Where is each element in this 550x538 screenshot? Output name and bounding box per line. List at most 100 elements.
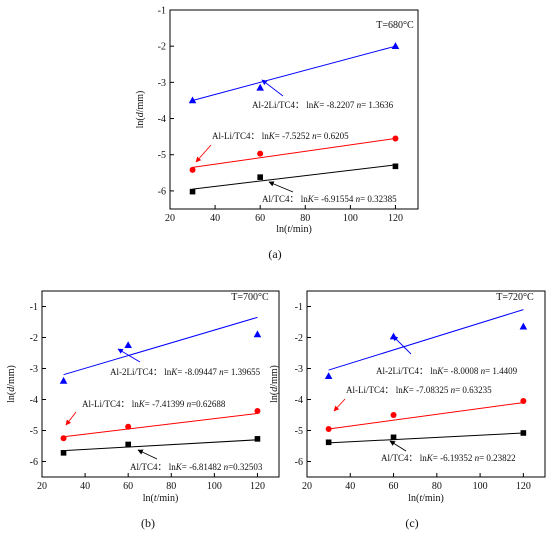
x-tick-label: 120 [388,213,403,224]
annotation-part: = 0.63235 [455,385,492,395]
axis-label-var: t [154,493,157,504]
annotation-arrow [195,144,212,163]
annotation-arrow [261,79,284,97]
axis-label-var: d [6,386,17,392]
axis-label-part: /min) [422,493,444,504]
y-tick-label: -5 [295,426,303,437]
series-0: Al-2Li/TC4： lnK= -8.0008 n= 1.4409 [324,309,528,380]
series-0: Al-2Li/TC4： lnK= -8.2207 n= 1.3636 [188,42,400,110]
x-tick-label: 120 [250,481,265,492]
x-tick-label: 40 [80,481,90,492]
x-tick-label: 40 [345,481,355,492]
annotation-part: K [170,367,178,377]
series-1: Al-Li/TC4： lnK= -7.5252 n= 0.6205 [189,131,399,173]
temperature-label: T=720°C [496,292,534,303]
fit-line [328,432,524,444]
data-point-triangle [519,322,528,330]
x-tick-label: 60 [123,481,133,492]
annotation-part: n [478,366,485,376]
y-tick-label: -3 [295,364,303,375]
annotation-part: K [426,453,434,463]
annotation-part: = -8.09447 [177,367,217,377]
data-point-circle [520,398,527,405]
data-point-triangle [188,96,197,104]
annotation-part: K [402,385,410,395]
x-tick-label: 80 [432,481,442,492]
series-1: Al-Li/TC4： lnK= -7.08325 n= 0.63235 [325,385,527,432]
y-tick-label: -2 [30,333,38,344]
annotation-part: = 1.4409 [485,366,518,376]
axis-label-part: /min) [290,224,312,235]
data-point-square [125,441,131,448]
fit-annotation: Al-2Li/TC4： lnK= -8.09447 n= 1.39655 [110,367,261,377]
fit-annotation: Al-2Li/TC4： lnK= -8.2207 n= 1.3636 [252,100,394,110]
annotation-part: = -7.5252 [275,131,310,141]
series-2: Al/TC4： lnK= -6.91554 n= 0.32385 [189,163,399,204]
annotation-part: n [310,131,317,141]
axis-label-var: t [419,493,422,504]
axis-label-part: /mm) [6,365,17,387]
axis-label-part: ln( [408,493,420,504]
annotation-part: n [472,453,479,463]
axis-label-part: /mm) [135,91,146,113]
data-point-triangle [256,83,264,91]
x-tick-label: 60 [389,481,399,492]
data-point-triangle [324,372,333,380]
annotation-part: n [217,367,224,377]
x-tick-label: 40 [210,213,220,224]
chart-panel-2: 20 40 60 80 100 120-6-5-4-3-2-1ln(t/min)ln(d/… [6,290,280,504]
data-point-square [392,163,399,170]
y-tick-label: -6 [30,457,38,468]
chart-panel-1: 20 40 60 80 100 120-6-5-4-3-2-1ln(t/min)ln(d/… [135,6,419,235]
annotation-part: = -8.2207 [319,100,355,110]
y-tick-label: -6 [158,186,166,197]
x-axis-label: ln(t/min) [408,493,444,504]
fit-line [63,316,258,376]
plot-frame [306,290,546,478]
annotation-part: n [221,462,228,472]
annotation-part: Al-2Li/TC4： ln [252,100,314,110]
x-tick-label: 60 [255,213,265,224]
data-point-circle [325,425,332,432]
annotation-part: K [436,366,444,376]
y-tick-label: -2 [295,333,303,344]
x-tick-label: 100 [207,481,222,492]
annotation-part: n [184,399,191,409]
y-tick-label: -4 [295,395,303,406]
fit-annotation: Al/TC4： lnK= -6.81482 n=0.32503 [130,462,263,472]
y-tick-label: -6 [295,457,303,468]
annotation-arrow [392,335,412,355]
annotation-part: = 0.32385 [360,194,397,204]
annotation-arrow [65,411,77,426]
y-axis-label: ln(d/mm) [269,365,280,403]
axis-label-part: ln( [135,117,146,129]
fit-annotation: Al-Li/TC4： lnK= -7.5252 n= 0.6205 [212,131,349,141]
panel-label: (a) [268,247,281,261]
annotation-part: =0.62688 [191,399,226,409]
x-tick-label: 80 [166,481,176,492]
temperature-label: T=680°C [376,20,414,31]
annotation-part: = -6.19352 [433,453,473,463]
axis-label-part: /mm) [269,365,280,387]
y-tick-label: -1 [30,302,38,313]
y-axis-label: ln(d/mm) [6,365,17,403]
axis-label-part: ln( [6,391,17,403]
data-point-circle [60,435,67,442]
x-axis-label: ln(t/min) [276,224,312,235]
data-point-triangle [59,376,68,384]
fit-line [63,412,258,438]
y-tick-label: -3 [158,78,166,89]
x-tick-label: 120 [516,481,531,492]
annotation-arrow [389,440,407,452]
annotation-part: = -8.0008 [443,366,479,376]
annotation-part: Al/TC4： ln [130,462,176,472]
annotation-part: = -6.91554 [314,194,354,204]
data-point-triangle [391,42,400,49]
annotation-part: n [448,385,455,395]
y-tick-label: -1 [158,6,166,17]
annotation-part: =0.32503 [228,462,263,472]
annotation-part: Al-Li/TC4： ln [346,385,403,395]
y-tick-label: -4 [158,114,166,125]
panel-label: (c) [405,516,418,530]
annotation-part: = 0.6205 [317,131,350,141]
